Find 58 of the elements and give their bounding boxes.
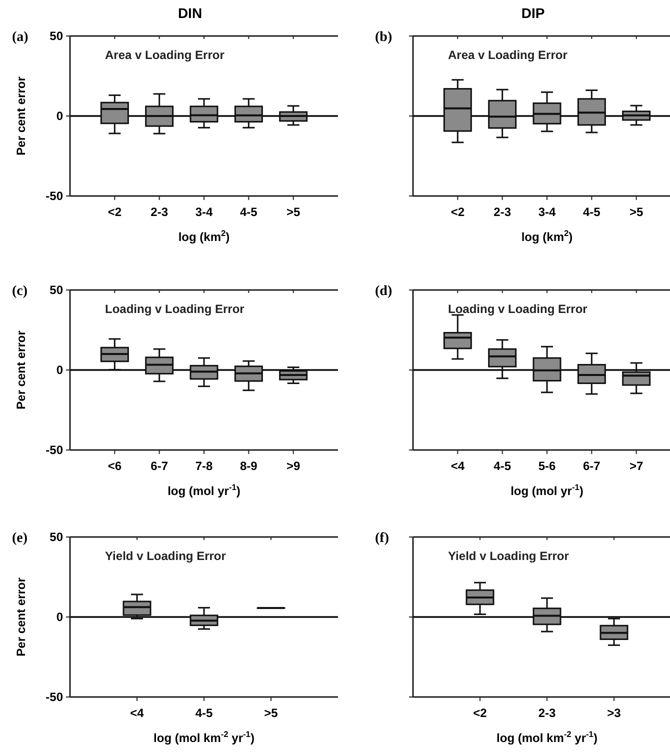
text: Yield v Loading Error: [105, 549, 226, 563]
x-tick-label: 3-4: [195, 205, 213, 219]
text: Area v Loading Error: [448, 48, 568, 62]
y-axis-title: Per cent error: [14, 330, 28, 410]
y-axis-title: Per cent error: [14, 577, 28, 656]
x-tick-label: <2: [473, 706, 488, 720]
x-tick-label: >3: [607, 706, 622, 720]
x-axis-title: log (mol km$^{-2}$ yr$^{-1}$): [496, 729, 598, 745]
y-axis-title: Per cent error: [14, 76, 28, 156]
text: Loading v Loading Error: [448, 302, 588, 316]
text: (c): [12, 284, 28, 299]
x-axis-title: log (mol yr$^{-1}$): [168, 482, 240, 498]
x-tick-label: 2-3: [494, 205, 512, 219]
text: (a): [12, 30, 29, 45]
x-tick-label: 7-8: [195, 459, 213, 473]
x-tick-label: >5: [629, 205, 644, 219]
text: Loading v Loading Error: [105, 302, 245, 316]
x-tick-label: 4-5: [195, 706, 213, 720]
y-tick-label: 0: [56, 363, 64, 377]
x-tick-label: 2-3: [538, 706, 556, 720]
x-axis-title: log (km$^{2}$): [178, 228, 230, 244]
x-tick-label: 3-4: [538, 205, 556, 219]
text: (f): [375, 531, 390, 546]
x-tick-label: 2-3: [150, 205, 168, 219]
text: DIP: [521, 5, 545, 21]
x-tick-label: <4: [450, 459, 465, 473]
text: Yield v Loading Error: [448, 549, 570, 563]
x-tick-label: >7: [629, 459, 644, 473]
x-axis-title: log (mol yr$^{-1}$): [510, 482, 584, 498]
y-tick-label: -50: [46, 189, 64, 203]
x-axis-title: log (mol km$^{-2}$ yr$^{-1}$): [154, 729, 254, 745]
text: DIN: [178, 5, 202, 21]
text: (e): [12, 531, 28, 546]
x-axis-title: log (km$^{2}$): [521, 228, 573, 244]
x-tick-label: <2: [108, 205, 122, 219]
x-tick-label: >9: [286, 459, 300, 473]
text: (b): [375, 30, 392, 45]
y-tick-label: 0: [56, 109, 64, 123]
x-tick-label: 4-5: [494, 459, 512, 473]
x-tick-label: >5: [264, 706, 278, 720]
text: (d): [375, 284, 392, 299]
x-tick-label: 8-9: [240, 459, 258, 473]
text: Area v Loading Error: [105, 48, 225, 62]
x-tick-label: 6-7: [150, 459, 168, 473]
y-tick-label: 50: [50, 530, 64, 544]
y-tick-label: 50: [50, 283, 64, 297]
y-tick-label: 0: [56, 610, 64, 624]
y-tick-label: -50: [46, 690, 64, 704]
x-tick-label: 4-5: [240, 205, 258, 219]
y-tick-label: -50: [46, 443, 64, 457]
y-tick-label: 50: [50, 29, 64, 43]
x-tick-label: 6-7: [582, 459, 601, 473]
x-tick-label: >5: [286, 205, 300, 219]
x-tick-label: 4-5: [582, 205, 601, 219]
x-tick-label: 5-6: [538, 459, 556, 473]
x-tick-label: <4: [130, 706, 144, 720]
x-tick-label: <6: [108, 459, 122, 473]
x-tick-label: <2: [450, 205, 465, 219]
